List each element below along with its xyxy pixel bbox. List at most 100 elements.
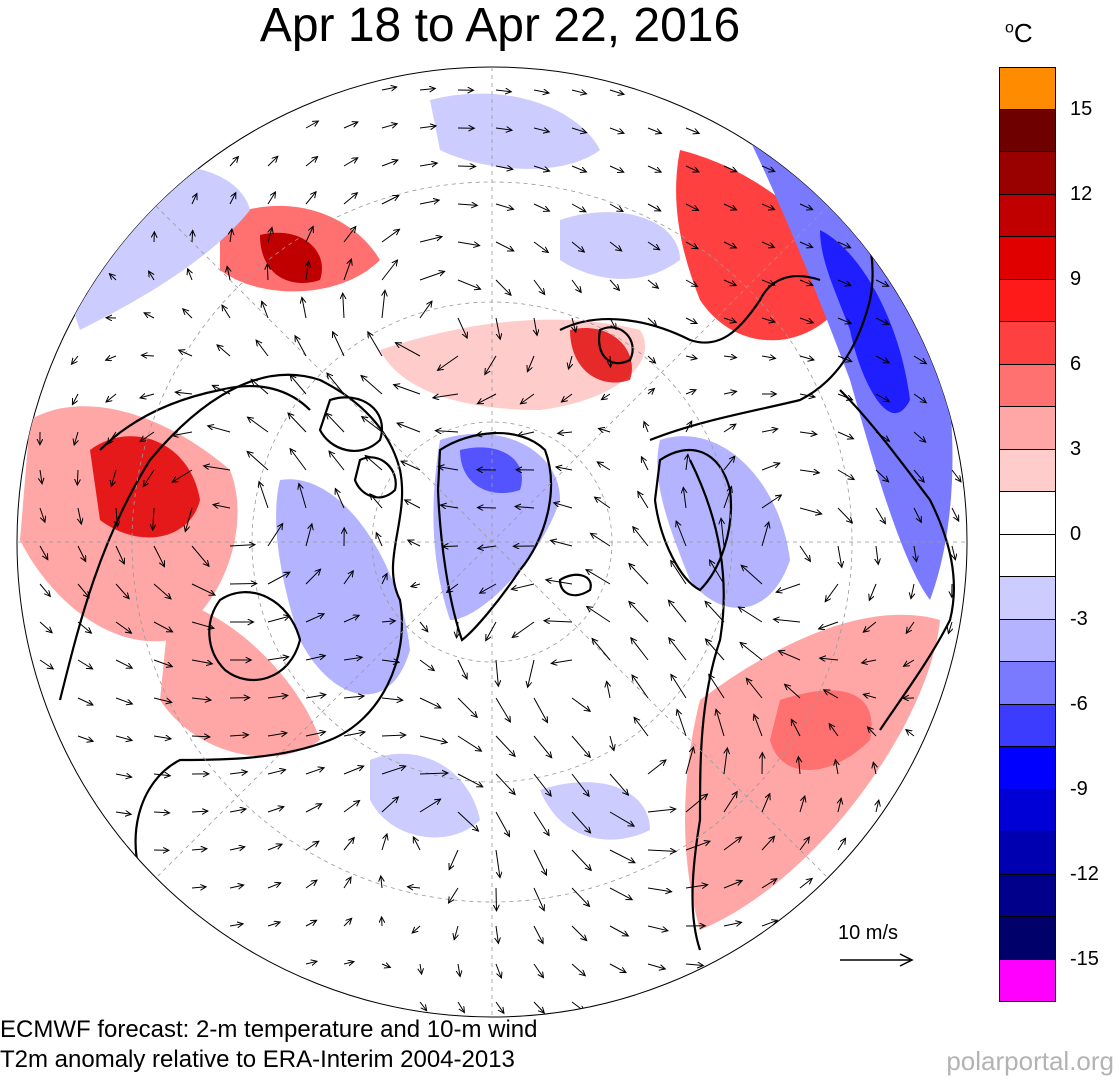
wind-arrow <box>144 313 155 319</box>
wind-arrow <box>592 639 611 661</box>
wind-arrow <box>267 844 282 851</box>
wind-arrow <box>591 533 611 547</box>
wind-arrow <box>267 524 283 547</box>
wind-arrow <box>609 241 622 251</box>
wind-arrow <box>191 698 211 700</box>
wind-arrow <box>153 697 172 702</box>
brand-watermark[interactable]: polarportal.org <box>946 1046 1114 1076</box>
wind-arrow <box>77 545 86 562</box>
wind-arrow <box>381 797 398 813</box>
wind-arrow <box>647 165 661 172</box>
wind-arrow <box>723 748 727 775</box>
wind-arrow <box>397 423 421 433</box>
wind-arrow <box>477 393 497 404</box>
wind-arrow <box>913 355 926 364</box>
wind-arrow <box>875 469 889 482</box>
wind-arrow <box>457 735 482 751</box>
wind-arrow <box>634 717 649 737</box>
wind-arrow <box>305 121 318 129</box>
wind-scale-label: 10 m/s <box>838 922 899 944</box>
wind-arrow <box>343 877 351 889</box>
wind-arrow <box>39 621 52 633</box>
wind-arrow <box>362 417 383 433</box>
wind-arrow <box>799 241 813 248</box>
wind-arrow <box>401 461 421 471</box>
wind-arrow <box>191 659 212 664</box>
wind-arrow <box>685 794 708 813</box>
wind-arrow <box>458 963 460 977</box>
wind-arrow <box>774 619 801 622</box>
wind-arrow <box>799 432 817 434</box>
wind-arrow <box>39 507 45 522</box>
wind-arrow <box>875 431 890 441</box>
wind-arrow <box>496 925 498 943</box>
coastline-north-america <box>58 373 404 1012</box>
wind-arrow <box>115 774 132 777</box>
wind-arrow <box>457 773 483 787</box>
wind-arrow <box>454 925 458 940</box>
coastline-arctic-islands <box>318 396 397 499</box>
wind-arrow <box>761 794 770 813</box>
wind-arrow <box>863 621 877 632</box>
wind-arrow <box>683 487 686 509</box>
wind-arrow <box>153 736 171 739</box>
wind-scale-arrow <box>840 953 914 967</box>
wind-arrow <box>495 279 511 295</box>
wind-arrow <box>551 540 573 547</box>
wind-arrow <box>305 804 322 813</box>
wind-arrow <box>153 507 154 530</box>
wind-arrow <box>267 264 268 281</box>
wind-arrow <box>838 798 841 813</box>
wind-arrow <box>477 508 497 509</box>
wind-arrow <box>571 811 591 833</box>
wind-arrow <box>685 317 697 324</box>
wind-arrow <box>495 849 500 878</box>
wind-arrow <box>723 165 737 172</box>
wind-arrow <box>609 963 626 973</box>
colorbar-tick-label: -9 <box>1070 777 1088 800</box>
wind-arrow <box>153 621 173 632</box>
wind-arrow <box>647 203 661 211</box>
wind-arrow <box>572 317 576 332</box>
wind-arrow <box>558 432 573 433</box>
wind-arrow <box>115 545 124 564</box>
wind-arrow <box>175 392 193 394</box>
wind-arrow <box>723 792 737 813</box>
wind-arrow <box>457 697 477 717</box>
wind-arrow <box>305 768 324 775</box>
wind-arrow <box>533 735 552 758</box>
wind-arrow <box>229 847 245 850</box>
wind-arrow <box>533 203 550 211</box>
wind-arrow <box>376 533 383 547</box>
wind-arrow <box>153 774 170 776</box>
wind-arrow <box>533 241 548 253</box>
wind-arrow <box>305 695 326 698</box>
wind-arrow <box>143 469 155 487</box>
cold-anomaly-greenland <box>433 433 560 620</box>
colorbar-swatch <box>999 407 1056 450</box>
wind-arrow <box>251 379 269 395</box>
wind-arrow <box>408 887 421 888</box>
wind-arrow <box>824 690 839 699</box>
wind-arrow <box>39 659 53 669</box>
wind-arrow <box>478 546 497 549</box>
wind-arrow <box>191 621 214 628</box>
cold-anomaly-east-siberia-core <box>820 230 910 414</box>
wind-arrow <box>837 279 851 286</box>
wind-arrow <box>761 495 781 509</box>
wind-arrow <box>305 920 317 927</box>
wind-arrow <box>829 724 839 737</box>
wind-arrow <box>267 572 290 585</box>
wind-arrow <box>449 849 459 870</box>
wind-arrow <box>761 836 775 851</box>
wind-arrow <box>343 615 359 623</box>
wind-arrow <box>185 507 193 532</box>
warm-anomaly-siberia <box>676 150 850 341</box>
wind-arrow <box>329 451 345 471</box>
wind-arrow <box>267 922 280 926</box>
wind-arrow <box>343 259 351 281</box>
colorbar-swatch <box>999 832 1056 875</box>
colorbar-swatch <box>999 874 1056 917</box>
wind-arrow <box>419 773 448 774</box>
